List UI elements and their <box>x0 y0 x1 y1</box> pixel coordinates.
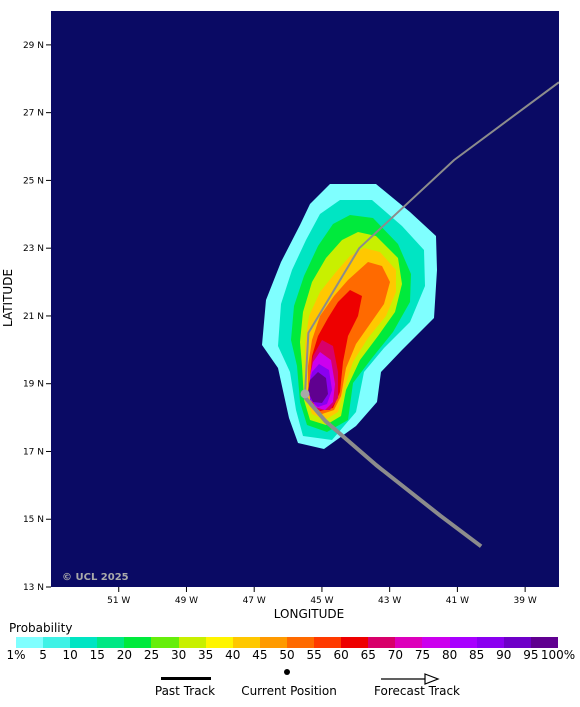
scale-swatch <box>124 637 152 648</box>
scale-label: 70 <box>387 648 404 662</box>
x-tick-label: 45 W <box>310 596 333 606</box>
x-tick-label: 47 W <box>243 596 266 606</box>
y-axis-title: LATITUDE <box>1 269 15 327</box>
scale-label: 10 <box>62 648 78 662</box>
x-axis-ticks: 51 W 49 W 47 W 45 W 43 W 41 W 39 W <box>107 587 537 606</box>
scale-swatch <box>503 637 531 648</box>
y-tick-label: 13 N <box>23 583 44 593</box>
track-legend: Past Track Current Position Forecast Tra… <box>0 664 580 704</box>
forecast-track-arrowhead-icon <box>424 673 440 685</box>
y-axis-ticks: 29 N 27 N 25 N 23 N 21 N 19 N 17 N 15 N 13 N <box>23 41 51 593</box>
past-track-line <box>303 395 483 548</box>
legend-symbols <box>161 669 440 685</box>
current-position-marker <box>300 389 310 399</box>
scale-label: 90 <box>496 648 512 662</box>
current-position-label: Current Position <box>241 684 337 698</box>
y-tick-label: 29 N <box>23 41 44 51</box>
scale-label: 80 <box>441 648 458 662</box>
y-tick-label: 21 N <box>23 312 44 322</box>
x-tick-label: 49 W <box>175 596 198 606</box>
scale-swatch <box>286 637 315 648</box>
scale-swatch <box>205 637 233 648</box>
y-tick-label: 23 N <box>23 244 44 254</box>
y-tick-label: 17 N <box>23 447 44 457</box>
probability-color-scale <box>16 637 558 648</box>
scale-swatch <box>178 637 206 648</box>
probability-scale-labels: 1% 5 10 15 20 25 30 35 40 45 50 55 60 65 70 75 80 85 90 95 1… <box>0 648 580 664</box>
scale-label: 5 <box>39 648 47 662</box>
scale-label: 65 <box>360 648 376 662</box>
scale-swatch <box>259 637 287 648</box>
scale-label: 40 <box>225 648 241 662</box>
scale-label: 15 <box>89 648 105 662</box>
scale-label: 100% <box>540 648 576 662</box>
current-position-symbol <box>284 669 290 675</box>
scale-swatch <box>314 637 342 648</box>
scale-swatch <box>232 637 260 648</box>
track-layer <box>300 81 559 548</box>
x-tick-label: 41 W <box>446 596 469 606</box>
forecast-track-line <box>304 81 559 394</box>
y-tick-label: 19 N <box>23 380 44 390</box>
x-tick-label: 43 W <box>378 596 401 606</box>
y-tick-label: 25 N <box>23 176 44 186</box>
scale-swatch <box>16 637 44 648</box>
scale-label: 1% <box>6 648 26 662</box>
scale-label: 20 <box>116 648 133 662</box>
x-axis-title: LONGITUDE <box>274 607 344 620</box>
scale-label: 30 <box>170 648 187 662</box>
y-tick-label: 27 N <box>23 109 44 119</box>
scale-label: 75 <box>414 648 431 662</box>
map-svg: © UCL 2025 51 W 49 W 47 W 45 W 43 W 41 W 39 W … <box>1 11 559 621</box>
scale-swatch <box>368 637 396 648</box>
past-track-label: Past Track <box>154 684 216 698</box>
forecast-track-label: Forecast Track <box>374 684 460 698</box>
scale-label: 95 <box>523 648 539 662</box>
scale-label: 45 <box>252 648 268 662</box>
scale-swatch <box>395 637 423 648</box>
scale-label: 55 <box>306 648 322 662</box>
scale-label: 85 <box>469 648 485 662</box>
scale-swatch <box>530 637 558 648</box>
scale-swatch <box>341 637 369 648</box>
scale-label: 50 <box>279 648 295 662</box>
probability-contour-10 <box>308 372 328 403</box>
probability-map: © UCL 2025 51 W 49 W 47 W 45 W 43 W 41 W 39 W … <box>1 11 559 621</box>
scale-label: 35 <box>198 648 214 662</box>
scale-label: 25 <box>143 648 160 662</box>
scale-label: 60 <box>333 648 349 662</box>
y-tick-label: 15 N <box>23 515 44 525</box>
x-tick-label: 51 W <box>107 596 130 606</box>
scale-swatch <box>449 637 477 648</box>
scale-swatch <box>97 637 125 648</box>
x-tick-label: 39 W <box>514 596 537 606</box>
scale-swatch <box>151 637 179 648</box>
watermark: © UCL 2025 <box>62 572 129 583</box>
scale-swatch <box>476 637 504 648</box>
scale-swatch <box>422 637 450 648</box>
scale-swatch <box>43 637 71 648</box>
scale-swatch <box>70 637 98 648</box>
probability-scale-title: Probability <box>9 621 73 635</box>
